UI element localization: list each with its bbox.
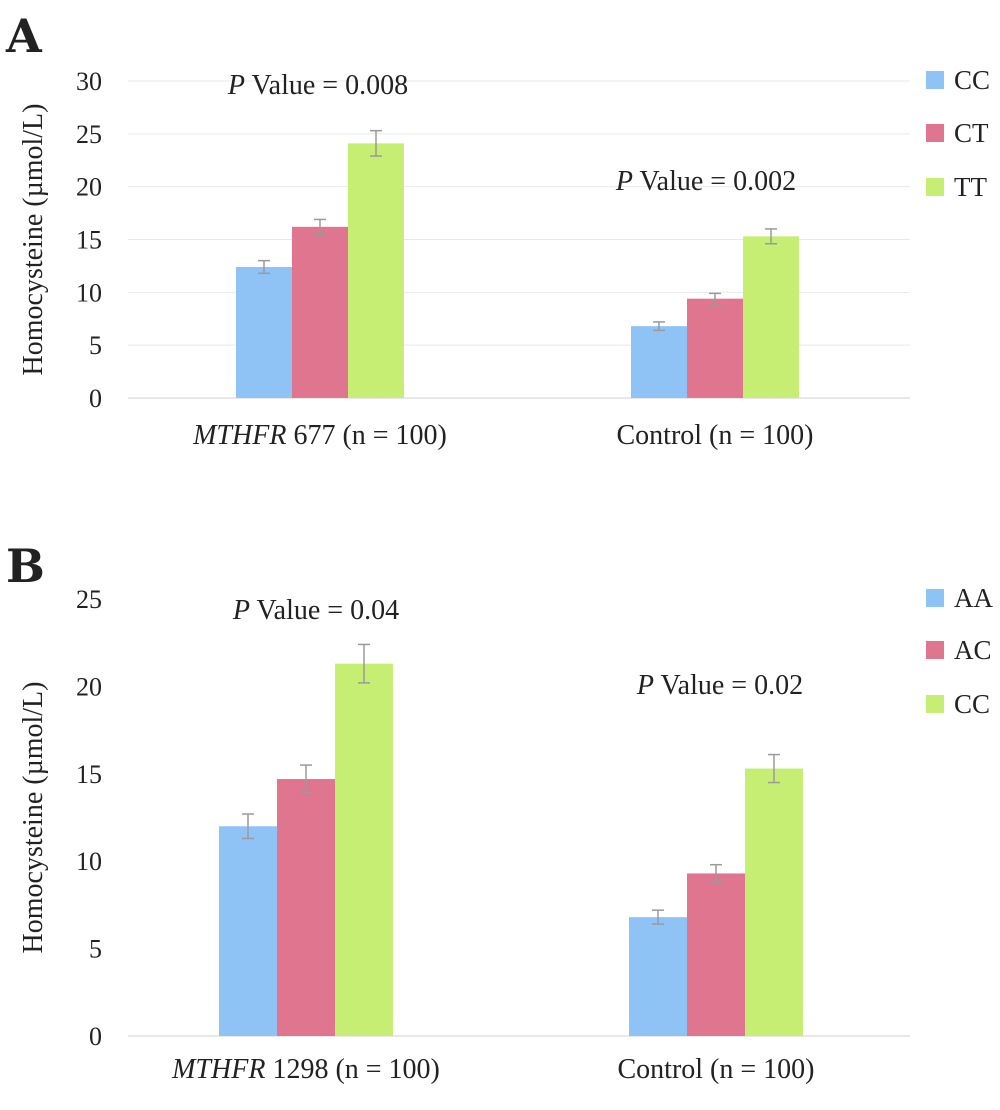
legend-swatch xyxy=(926,178,944,196)
category-label: Control (n = 100) xyxy=(617,420,814,451)
category-label-text: Control (n = 100) xyxy=(617,420,814,451)
bar-ac xyxy=(277,779,335,1036)
bar-cc xyxy=(335,663,393,1036)
y-tick-label: 10 xyxy=(76,847,102,876)
error-bar xyxy=(652,909,664,925)
panel-letter-b: B xyxy=(6,539,45,593)
error-bar xyxy=(242,813,254,840)
error-bar xyxy=(653,321,665,332)
error-bar xyxy=(358,643,370,684)
category-label: Control (n = 100) xyxy=(618,1054,815,1085)
bar-cc xyxy=(745,768,803,1036)
y-tick-label: 30 xyxy=(76,67,102,96)
bar-ct xyxy=(292,226,348,398)
bar-cc xyxy=(236,266,292,398)
y-tick-label: 15 xyxy=(76,226,102,255)
panel-letter-a: A xyxy=(5,9,43,63)
y-tick-label: 0 xyxy=(89,384,102,413)
p-value-symbol: P xyxy=(227,70,245,101)
legend-label: TT xyxy=(954,172,987,202)
y-tick-label: 5 xyxy=(89,935,102,964)
error-bar xyxy=(768,753,780,784)
bar-ac xyxy=(687,873,745,1036)
chart-a: 0 5 10 15 20 25 30 Homocysteine (µmol/L) MTHFR 6… xyxy=(18,65,990,451)
p-value-symbol: P xyxy=(636,670,654,701)
error-bar xyxy=(370,129,382,157)
legend-label: AC xyxy=(954,635,992,665)
category-label: MTHFR 1298 (n = 100) xyxy=(171,1054,440,1085)
p-value-symbol: P xyxy=(232,595,250,626)
p-value-label: P Value = 0.04 xyxy=(232,595,399,626)
p-value-text: Value = 0.002 xyxy=(633,166,796,197)
p-value-text: Value = 0.008 xyxy=(245,70,408,101)
y-tick-label: 15 xyxy=(76,760,102,789)
category-label-gene: MTHFR xyxy=(171,1054,265,1085)
category-label-text: 1298 (n = 100) xyxy=(265,1054,439,1085)
category-label-gene: MTHFR xyxy=(192,420,286,451)
error-bar xyxy=(710,863,722,883)
y-axis-label: Homocysteine (µmol/L) xyxy=(18,682,49,954)
error-bar xyxy=(314,218,326,235)
category-label-text: 677 (n = 100) xyxy=(286,420,446,451)
bar-tt xyxy=(348,143,404,398)
error-bar xyxy=(300,764,312,794)
legend-label: CC xyxy=(954,65,990,95)
error-bar xyxy=(709,292,721,305)
y-tick-label: 0 xyxy=(89,1022,102,1051)
bar-tt xyxy=(743,236,799,398)
p-value-text: Value = 0.02 xyxy=(654,670,803,701)
legend-label: CT xyxy=(954,118,989,148)
y-tick-label: 20 xyxy=(76,173,102,202)
p-value-symbol: P xyxy=(615,166,633,197)
y-tick-label: 25 xyxy=(76,585,102,614)
p-value-text: Value = 0.04 xyxy=(250,595,399,626)
legend-swatch xyxy=(926,695,944,713)
error-bar xyxy=(765,228,777,245)
bar-aa xyxy=(629,917,687,1036)
legend-swatch xyxy=(926,124,944,142)
legend-label: CC xyxy=(954,689,990,719)
p-value-label: P Value = 0.008 xyxy=(227,70,408,101)
category-label-text: Control (n = 100) xyxy=(618,1054,815,1085)
legend-swatch xyxy=(926,71,944,89)
y-tick-label: 10 xyxy=(76,278,102,307)
bar-aa xyxy=(219,826,277,1036)
chart-b: 0 5 10 15 20 25 Homocysteine (µmol/L) MTHFR 129… xyxy=(18,583,993,1085)
y-tick-label: 20 xyxy=(76,672,102,701)
category-label: MTHFR 677 (n = 100) xyxy=(192,420,447,451)
error-bar xyxy=(258,259,270,275)
p-value-label: P Value = 0.02 xyxy=(636,670,803,701)
y-axis-label: Homocysteine (µmol/L) xyxy=(18,104,49,376)
bar-ct xyxy=(687,298,743,398)
legend-swatch xyxy=(926,641,944,659)
p-value-label: P Value = 0.002 xyxy=(615,166,796,197)
legend-swatch xyxy=(926,589,944,607)
y-tick-label: 25 xyxy=(76,120,102,149)
y-tick-label: 5 xyxy=(89,331,102,360)
bar-cc xyxy=(631,326,687,398)
legend-label: AA xyxy=(954,583,993,613)
